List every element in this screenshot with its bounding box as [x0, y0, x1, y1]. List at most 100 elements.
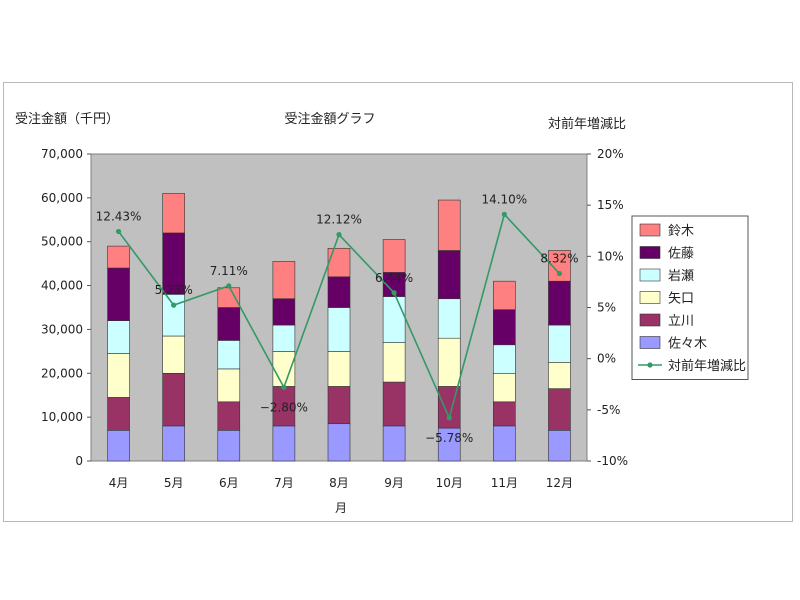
- legend-swatch: [639, 246, 661, 259]
- y2-tick-label: 10%: [597, 249, 624, 263]
- y2-tick-label: 20%: [597, 147, 624, 161]
- ratio-point: [226, 283, 232, 289]
- x-tick-label: 6月: [219, 476, 239, 490]
- bar-segment: [162, 425, 185, 462]
- legend-swatch: [639, 268, 661, 282]
- bar-segment: [107, 245, 130, 269]
- bar-segment: [327, 276, 351, 308]
- bar-segment: [493, 425, 516, 462]
- bar-segment: [272, 425, 296, 462]
- bar-segment: [493, 309, 516, 346]
- bar-segment: [548, 362, 571, 389]
- y2-axis-title: 対前年増減比: [548, 116, 626, 132]
- legend-swatch: [639, 223, 661, 237]
- bar-segment: [162, 294, 185, 337]
- bar-segment: [437, 386, 461, 429]
- y-tick-label: 40,000: [41, 279, 83, 293]
- y-tick-label: 0: [75, 454, 83, 468]
- bar-segment: [548, 324, 571, 363]
- ratio-data-label: 12.43%: [96, 209, 142, 223]
- bar-segment: [437, 298, 461, 339]
- y2-tick-label: 5%: [597, 301, 616, 315]
- bar-segment: [217, 401, 241, 431]
- legend-label: 鈴木: [668, 224, 694, 239]
- x-tick-label: 9月: [384, 476, 404, 490]
- bar-segment: [272, 298, 296, 326]
- y-tick-label: 30,000: [41, 322, 83, 336]
- bar-segment: [327, 247, 351, 278]
- ratio-data-label: −5.78%: [425, 431, 473, 445]
- bar-segment: [217, 307, 241, 341]
- ratio-data-label: 12.12%: [316, 213, 362, 227]
- x-tick-label: 4月: [109, 476, 129, 490]
- ratio-point: [336, 232, 342, 238]
- bar-segment: [217, 340, 241, 370]
- ratio-point: [171, 302, 177, 308]
- y-axis-title: 受注金額（千円）: [15, 111, 119, 127]
- bar-segment: [548, 280, 571, 326]
- bar-segment: [493, 280, 516, 310]
- bar-segment: [107, 320, 130, 354]
- bar-segment: [437, 337, 461, 387]
- x-tick-label: 12月: [546, 476, 573, 490]
- bar-segment: [382, 342, 406, 383]
- y-tick-label: 60,000: [41, 191, 83, 205]
- ratio-data-label: 8.32%: [540, 252, 578, 266]
- bar-segment: [382, 425, 406, 462]
- ratio-point: [115, 228, 122, 235]
- x-tick-label: 10月: [436, 476, 463, 490]
- ratio-data-label: 5.23%: [155, 283, 193, 297]
- legend-label: 佐々木: [668, 337, 707, 352]
- y2-tick-label: 0%: [597, 352, 616, 366]
- ratio-point: [281, 384, 287, 390]
- x-tick-label: 8月: [329, 476, 349, 490]
- bar-segment: [382, 296, 406, 343]
- bar-segment: [437, 199, 461, 251]
- x-tick-label: 7月: [274, 476, 294, 490]
- y2-tick-label: 15%: [597, 198, 624, 212]
- x-tick-label: 5月: [164, 476, 184, 490]
- y2-tick-label: -5%: [597, 403, 620, 417]
- bar-segment: [327, 423, 351, 462]
- y-tick-label: 10,000: [41, 410, 83, 424]
- legend-label: 立川: [668, 314, 694, 329]
- legend-label: 佐藤: [668, 247, 694, 262]
- legend-label: 岩瀬: [668, 269, 694, 284]
- legend-swatch: [639, 313, 661, 327]
- bar-segment: [327, 351, 351, 387]
- bar-segment: [493, 372, 516, 403]
- legend-line-marker: [647, 362, 653, 368]
- bar-segment: [327, 307, 351, 352]
- chart-title: 受注金額グラフ: [284, 111, 375, 127]
- bar-segment: [548, 250, 571, 282]
- x-axis-extra-label: 月: [335, 501, 347, 515]
- bar-segment: [548, 429, 571, 462]
- legend-swatch: [639, 291, 661, 304]
- bar-segment: [162, 193, 185, 234]
- legend-label: 矢口: [668, 292, 694, 307]
- bar-segment: [272, 324, 296, 352]
- ratio-data-label: 7.11%: [210, 264, 248, 278]
- y-tick-label: 50,000: [41, 235, 83, 249]
- bar-segment: [382, 381, 406, 427]
- legend-label: 対前年増減比: [668, 358, 746, 374]
- ratio-data-label: −2.80%: [260, 400, 308, 414]
- bar-segment: [272, 351, 296, 387]
- ratio-data-label: 14.10%: [481, 192, 527, 206]
- bar-segment: [107, 267, 130, 321]
- x-tick-label: 11月: [491, 476, 518, 490]
- ratio-point: [446, 415, 452, 421]
- ratio-point: [556, 270, 563, 277]
- bar-segment: [493, 344, 516, 374]
- bar-segment: [217, 429, 241, 462]
- ratio-point: [501, 211, 507, 217]
- bar-segment: [493, 401, 516, 427]
- bar-segment: [107, 353, 130, 398]
- bar-segment: [437, 250, 461, 300]
- y-tick-label: 70,000: [41, 147, 83, 161]
- bar-segment: [327, 386, 351, 425]
- bar-segment: [107, 429, 130, 462]
- y-tick-label: 20,000: [41, 366, 83, 380]
- y2-tick-label: -10%: [597, 454, 628, 468]
